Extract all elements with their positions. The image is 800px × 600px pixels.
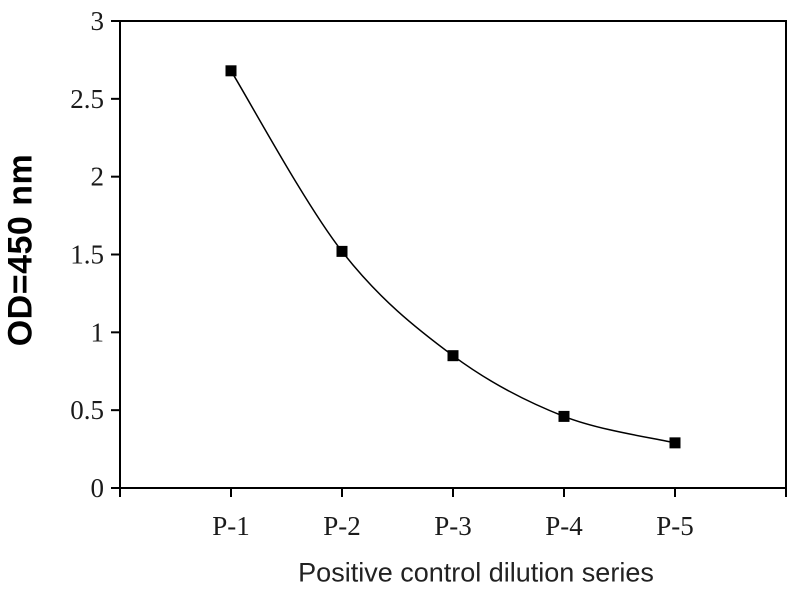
data-point-marker	[336, 245, 348, 257]
x-axis-title: Positive control dilution series	[298, 557, 654, 588]
y-tick-label: 2.5	[70, 84, 104, 114]
y-axis-title: OD=450 nm	[1, 153, 40, 347]
x-tick-label: P-4	[545, 511, 583, 541]
x-tick-label: P-1	[212, 511, 250, 541]
data-point-marker	[669, 437, 681, 449]
plot-border	[119, 20, 787, 489]
y-tick-label: 3	[91, 6, 105, 36]
y-tick-label: 1.5	[70, 240, 104, 270]
data-point-marker	[225, 65, 237, 77]
data-series-curve	[230, 70, 676, 444]
y-tick-label: 2	[91, 162, 105, 192]
x-tick-label: P-3	[434, 511, 472, 541]
x-tick-label: P-2	[323, 511, 361, 541]
y-tick-label: 0	[91, 473, 105, 503]
y-tick-label: 1	[91, 317, 105, 347]
data-point-marker	[558, 410, 570, 422]
y-tick-label: 0.5	[70, 395, 104, 425]
data-point-marker	[447, 350, 459, 362]
x-tick-label: P-5	[656, 511, 694, 541]
